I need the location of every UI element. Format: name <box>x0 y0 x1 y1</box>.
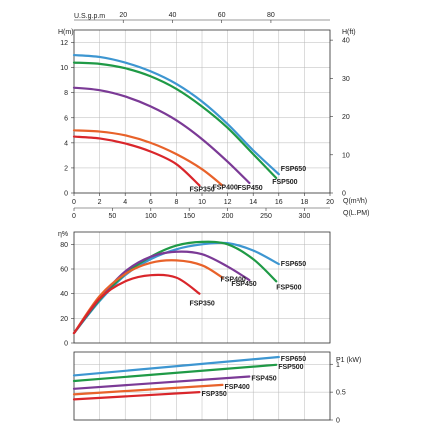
series-label-fsp500: FSP500 <box>278 364 303 371</box>
curve-fsp500 <box>72 61 278 180</box>
curve-fsp400 <box>72 259 224 335</box>
y-tick-label: 10 <box>60 65 68 72</box>
curve-fsp350 <box>72 273 201 335</box>
x-tick-label: 8 <box>174 199 178 206</box>
series-label-fsp350: FSP350 <box>189 301 214 308</box>
series-label-fsp650: FSP650 <box>281 261 306 268</box>
head-y-axis-label: H(m) <box>58 29 74 36</box>
y-tick-label: 2 <box>64 165 68 172</box>
curve-fsp650 <box>72 355 280 377</box>
lpm-tick-label: 50 <box>109 213 117 220</box>
curve-fsp350 <box>72 391 201 401</box>
series-label-fsp450: FSP450 <box>251 376 276 383</box>
series-label-fsp400: FSP400 <box>220 277 245 284</box>
x-tick-label: 4 <box>123 199 127 206</box>
series-label-fsp450: FSP450 <box>231 281 256 288</box>
series-label-fsp650: FSP650 <box>281 356 306 363</box>
lpm-tick-label: 0 <box>72 213 76 220</box>
top-tick-label: 40 <box>169 12 177 19</box>
x-tick-label: 14 <box>249 199 257 206</box>
y-tick-label: 0 <box>64 191 68 198</box>
x-tick-label: 6 <box>149 199 153 206</box>
y-tick-label: 0.5 <box>336 390 346 397</box>
lpm-tick-label: 150 <box>183 213 195 220</box>
curve-fsp500 <box>72 363 278 383</box>
y-tick-label: 40 <box>60 291 68 298</box>
top-tick-label: 80 <box>267 12 275 19</box>
flow-m3h-axis-label: Q(m³/h) <box>343 198 367 205</box>
top-tick-label: 60 <box>218 12 226 19</box>
series-label-fsp500: FSP500 <box>276 284 301 291</box>
series-label-fsp650: FSP650 <box>281 166 306 173</box>
y-tick-label: 12 <box>60 40 68 47</box>
curve-fsp650 <box>72 53 280 176</box>
x-tick-label: 2 <box>98 199 102 206</box>
right-tick-label: 20 <box>342 114 350 121</box>
flow-lpm-axis-label: Q(L.PM) <box>343 210 369 217</box>
head-right-axis-label: H(ft) <box>342 29 356 36</box>
series-label-fsp350: FSP350 <box>201 391 226 398</box>
x-tick-label: 18 <box>301 199 309 206</box>
curve-fsp450 <box>72 375 251 390</box>
curve-fsp400 <box>72 129 224 187</box>
series-label-fsp400: FSP400 <box>212 184 237 191</box>
x-tick-label: 10 <box>198 199 206 206</box>
y-tick-label: 0 <box>64 341 68 348</box>
curve-fsp450 <box>72 86 251 185</box>
x-tick-label: 12 <box>224 199 232 206</box>
y-tick-label: 0 <box>336 418 340 425</box>
top-tick-label: 20 <box>119 12 127 19</box>
series-label-fsp400: FSP400 <box>224 384 249 391</box>
lpm-tick-label: 300 <box>299 213 311 220</box>
efficiency-y-axis-label: η% <box>58 231 68 238</box>
x-tick-label: 20 <box>326 199 334 206</box>
y-tick-label: 60 <box>60 267 68 274</box>
x-tick-label: 0 <box>72 199 76 206</box>
right-tick-label: 40 <box>342 38 350 45</box>
curve-fsp400 <box>72 383 224 396</box>
series-label-fsp500: FSP500 <box>272 179 297 186</box>
series-label-fsp450: FSP450 <box>237 185 262 192</box>
plot-frame <box>73 231 331 344</box>
y-tick-label: 8 <box>64 90 68 97</box>
y-tick-label: 6 <box>64 115 68 122</box>
right-tick-label: 10 <box>342 152 350 159</box>
lpm-tick-label: 100 <box>145 213 157 220</box>
lpm-tick-label: 200 <box>222 213 234 220</box>
top-axis-label: U.S.g.p.m <box>74 13 105 20</box>
curve-fsp450 <box>72 250 251 335</box>
series-label-fsp350: FSP350 <box>189 186 214 193</box>
plot-frame <box>73 351 331 421</box>
power-y-axis-label: P1 (kW) <box>336 357 361 364</box>
right-tick-label: 0 <box>342 191 346 198</box>
y-tick-label: 20 <box>60 316 68 323</box>
right-tick-label: 30 <box>342 76 350 83</box>
y-tick-label: 4 <box>64 140 68 147</box>
y-tick-label: 80 <box>60 242 68 249</box>
lpm-tick-label: 250 <box>260 213 272 220</box>
x-tick-label: 16 <box>275 199 283 206</box>
y-tick-label: 1 <box>336 362 340 369</box>
curve-fsp350 <box>72 135 201 187</box>
